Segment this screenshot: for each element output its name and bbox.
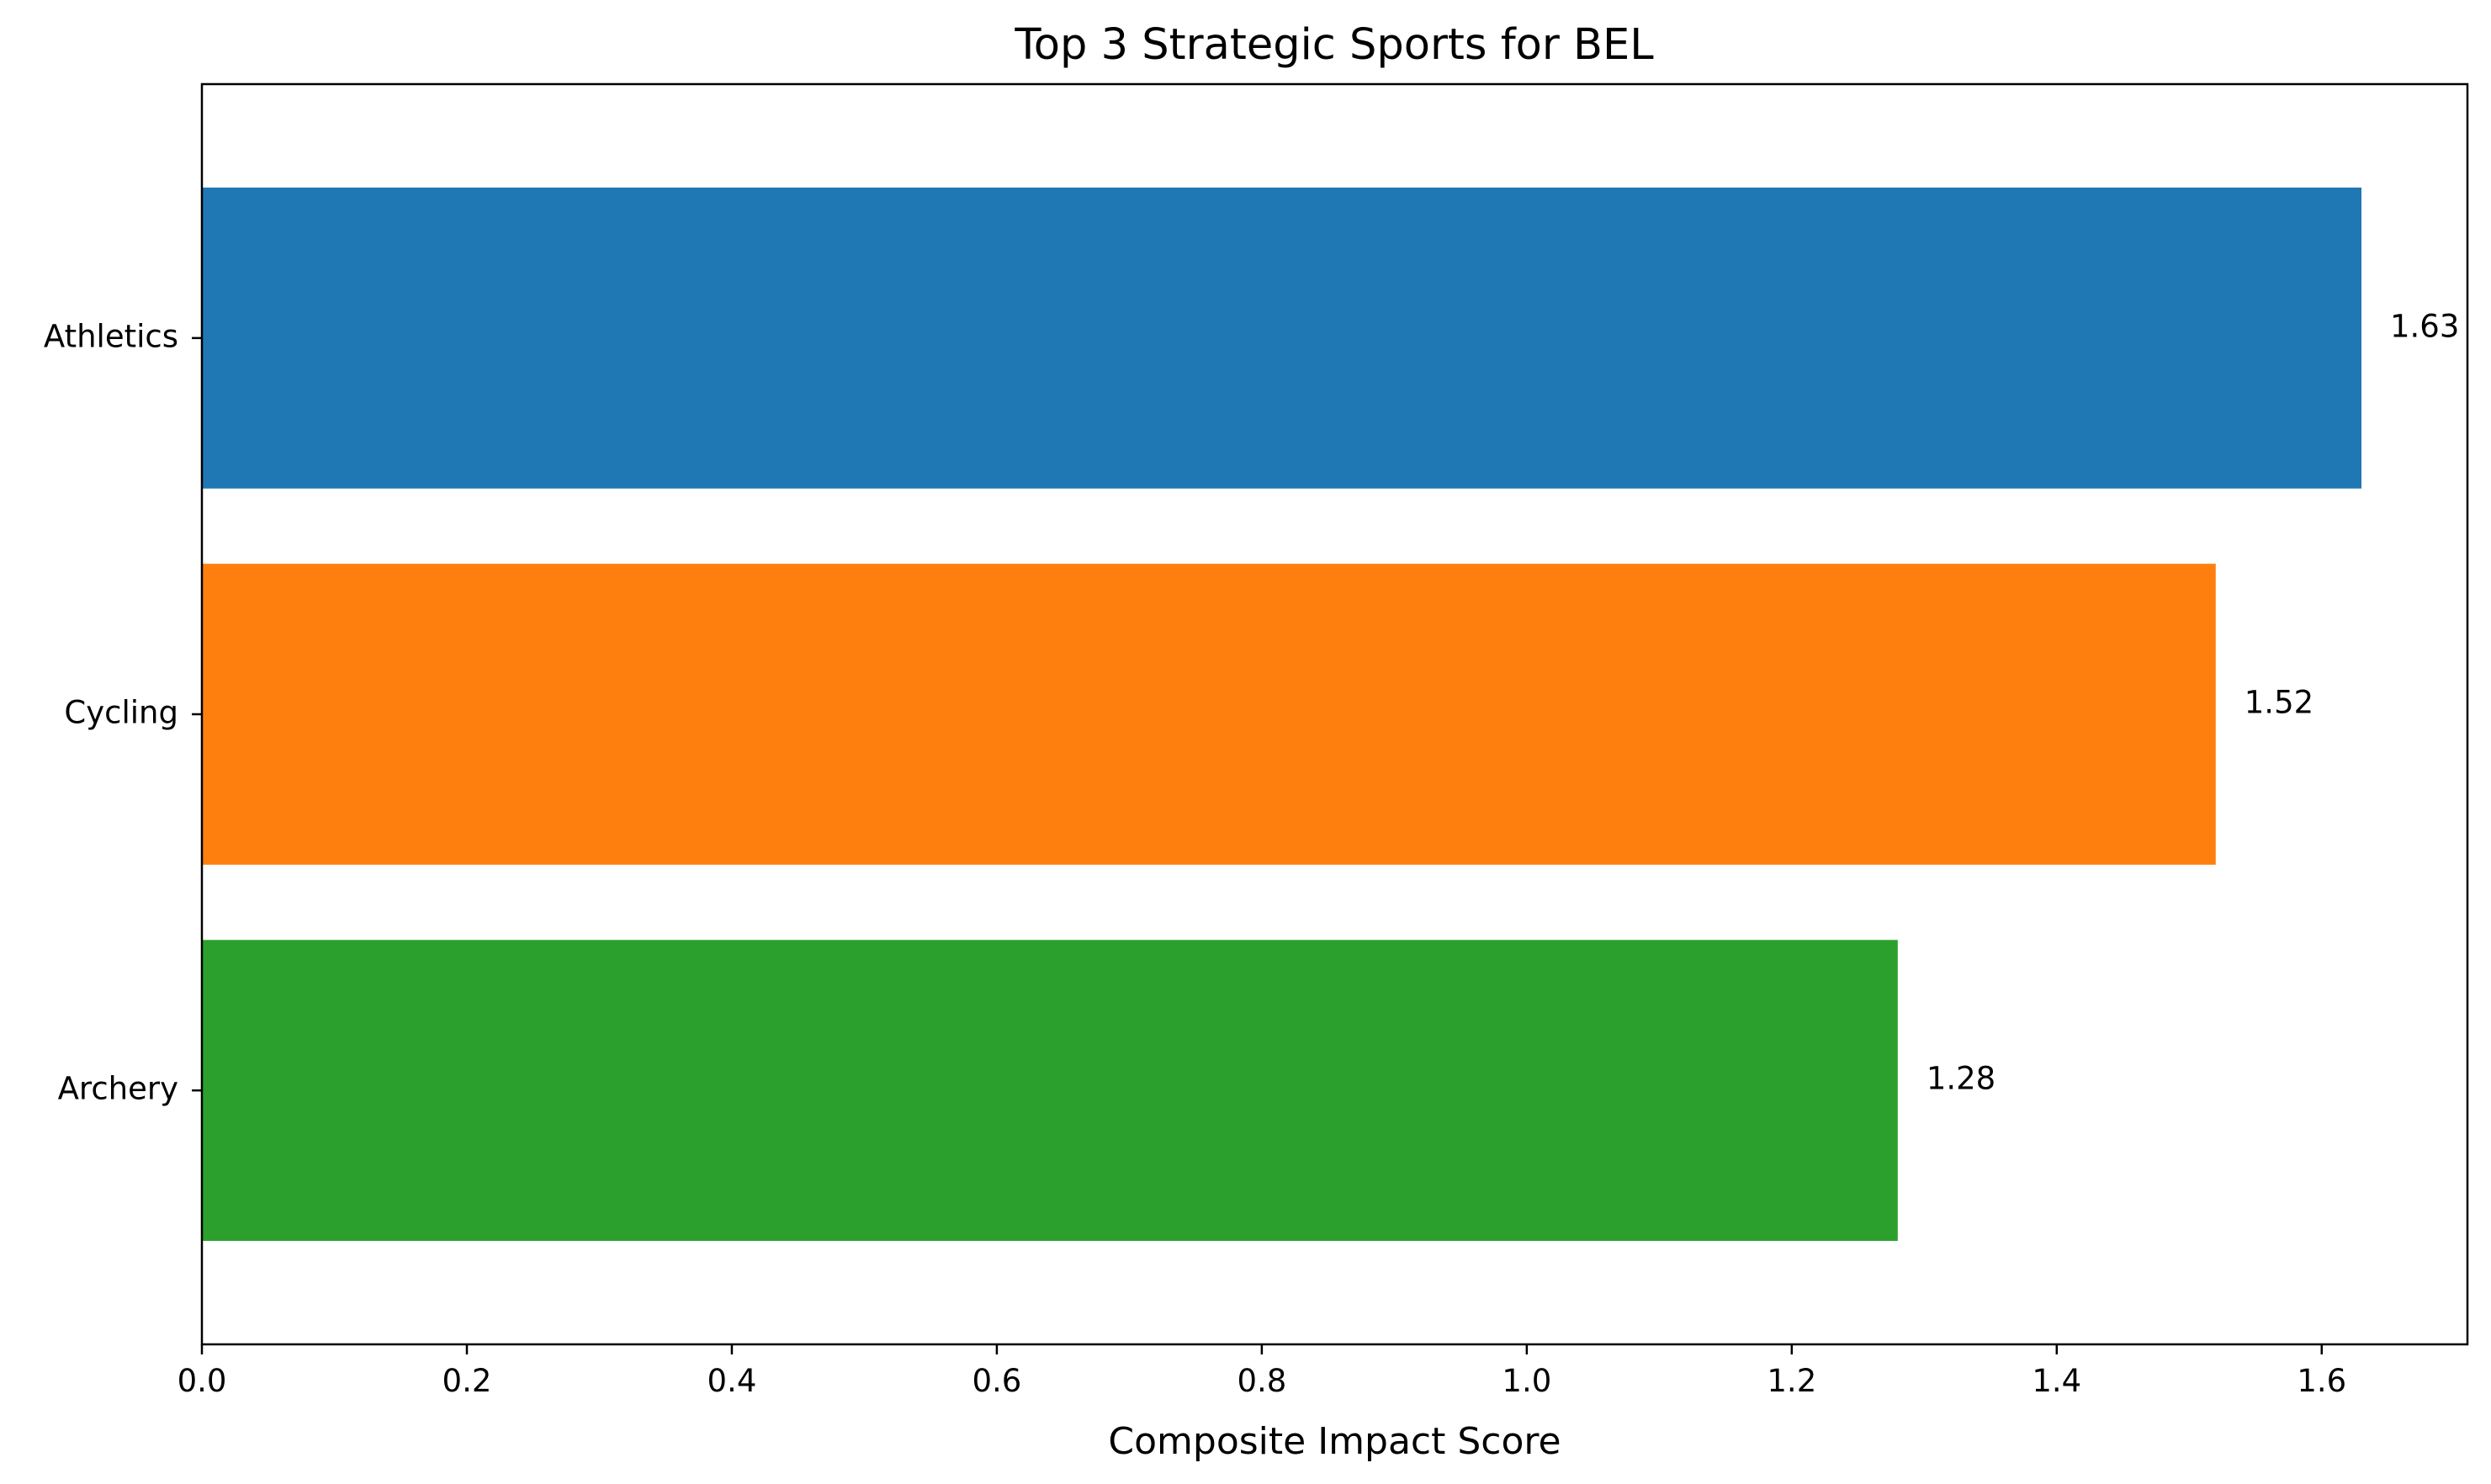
data-labels-layer: 1.63 1.52 1.28 bbox=[1927, 308, 2460, 1096]
data-label-cycling: 1.52 bbox=[2245, 685, 2313, 721]
x-axis: 0.0 0.2 0.4 0.6 0.8 1.0 1.2 1.4 1.6 bbox=[178, 1344, 2346, 1399]
y-tick-label-athletics: Athletics bbox=[44, 318, 178, 354]
bar-cycling bbox=[202, 564, 2216, 865]
x-tick-label: 1.6 bbox=[2297, 1363, 2346, 1399]
x-tick-label: 1.0 bbox=[1502, 1363, 1551, 1399]
y-tick-label-archery: Archery bbox=[58, 1071, 178, 1107]
chart-title: Top 3 Strategic Sports for BEL bbox=[1014, 20, 1654, 70]
x-axis-title: Composite Impact Score bbox=[1108, 1420, 1561, 1463]
plot-frame bbox=[200, 82, 2469, 1346]
y-axis: Athletics Cycling Archery bbox=[44, 318, 202, 1107]
x-tick-label: 1.2 bbox=[1767, 1363, 1816, 1399]
x-tick-label: 0.2 bbox=[443, 1363, 492, 1399]
y-tick-label-cycling: Cycling bbox=[64, 695, 178, 731]
bar-athletics bbox=[202, 187, 2362, 489]
data-label-archery: 1.28 bbox=[1927, 1061, 1995, 1097]
bar-archery bbox=[202, 940, 1898, 1242]
x-tick-label: 0.6 bbox=[972, 1363, 1021, 1399]
bars-layer bbox=[202, 187, 2362, 1242]
x-tick-label: 0.4 bbox=[708, 1363, 757, 1399]
x-tick-label: 0.8 bbox=[1237, 1363, 1286, 1399]
data-label-athletics: 1.63 bbox=[2390, 308, 2459, 344]
x-tick-label: 1.4 bbox=[2032, 1363, 2081, 1399]
x-tick-label: 0.0 bbox=[178, 1363, 227, 1399]
